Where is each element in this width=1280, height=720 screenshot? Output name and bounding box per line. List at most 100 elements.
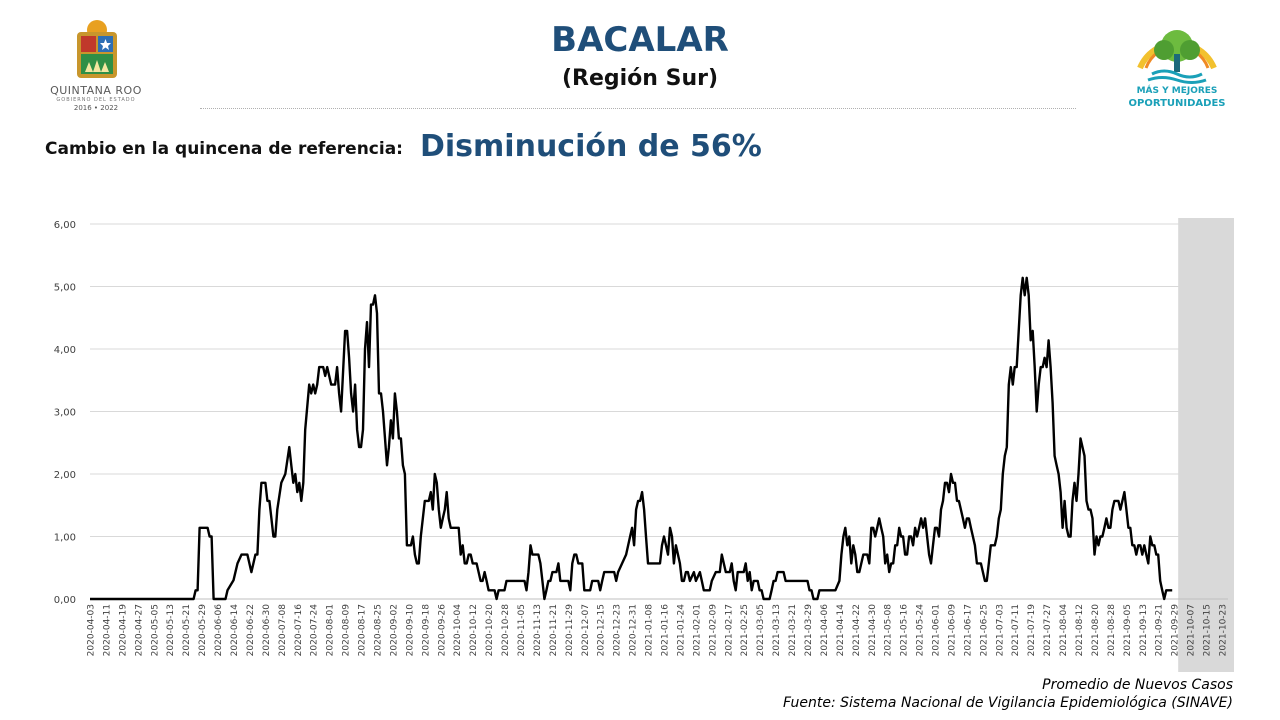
y-tick-label: 2,00 [54, 470, 76, 481]
highlight-band [1178, 218, 1234, 672]
x-tick-label: 2020-09-10 [405, 604, 415, 657]
x-tick-label: 2020-06-14 [230, 604, 240, 657]
x-tick-label: 2021-10-23 [1219, 604, 1229, 656]
x-tick-label: 2021-05-16 [900, 604, 910, 657]
x-axis: 2020-04-03 2020-04-11 2020-04-19 2020-04-27… [87, 604, 1229, 657]
x-tick-label: 2020-11-05 [517, 604, 527, 656]
x-tick-label: 2020-04-27 [134, 604, 144, 656]
oportunidades-logo: MÁS Y MEJORES OPORTUNIDADES [1118, 20, 1236, 115]
x-tick-label: 2020-06-22 [246, 604, 256, 656]
x-tick-label: 2021-03-13 [772, 604, 782, 656]
x-tick-label: 2020-06-30 [262, 604, 272, 657]
x-tick-label: 2021-07-19 [1027, 604, 1037, 657]
logo-line1: MÁS Y MEJORES [1136, 86, 1218, 96]
y-tick-label: 1,00 [54, 533, 76, 544]
x-tick-label: 2020-05-29 [198, 604, 208, 657]
x-tick-label: 2021-02-01 [692, 604, 702, 656]
x-tick-label: 2020-05-13 [166, 604, 176, 656]
x-tick-label: 2021-01-16 [661, 604, 671, 657]
x-tick-label: 2021-03-29 [804, 604, 814, 657]
logo-subtitle: GOBIERNO DEL ESTADO [56, 97, 136, 103]
x-tick-label: 2020-10-12 [469, 604, 479, 656]
x-tick-label: 2021-09-21 [1155, 604, 1165, 656]
x-tick-label: 2021-06-17 [963, 604, 973, 656]
gridlines [90, 223, 1228, 537]
x-tick-label: 2020-11-13 [533, 604, 543, 656]
x-tick-label: 2020-08-01 [326, 604, 336, 656]
x-tick-label: 2020-05-21 [182, 604, 192, 656]
logo-name: QUINTANA ROO [50, 84, 142, 97]
x-tick-label: 2020-07-24 [310, 604, 320, 657]
x-tick-label: 2021-08-28 [1107, 604, 1117, 657]
x-tick-label: 2021-07-27 [1043, 604, 1053, 656]
x-tick-label: 2021-08-12 [1075, 604, 1085, 656]
x-tick-label: 2020-06-06 [214, 604, 224, 657]
x-tick-label: 2020-08-25 [374, 604, 384, 656]
x-tick-label: 2021-07-11 [1011, 604, 1021, 656]
x-tick-label: 2020-12-31 [629, 604, 639, 656]
x-tick-label: 2021-04-22 [852, 604, 862, 656]
x-tick-label: 2020-11-21 [549, 604, 559, 656]
logo-years: 2016 • 2022 [73, 104, 119, 112]
y-tick-label: 6,00 [54, 220, 76, 231]
x-tick-label: 2020-11-29 [565, 604, 575, 657]
x-tick-label: 2021-03-05 [756, 604, 766, 656]
y-tick-label: 5,00 [54, 283, 76, 294]
footer-source: Fuente: Sistema Nacional de Vigilancia E… [783, 695, 1233, 711]
x-tick-label: 2020-10-28 [501, 604, 511, 657]
change-label: Cambio en la quincena de referencia: [45, 139, 403, 159]
x-tick-label: 2021-05-24 [916, 604, 926, 657]
y-axis: 0,00 1,00 2,00 3,00 4,00 5,00 6,00 [54, 220, 76, 606]
x-tick-label: 2021-04-06 [820, 604, 830, 657]
x-tick-label: 2021-07-03 [995, 604, 1005, 656]
x-tick-label: 2021-09-05 [1123, 604, 1133, 656]
x-tick-label: 2020-09-02 [389, 604, 399, 656]
logo-line2: OPORTUNIDADES [1128, 98, 1226, 109]
x-tick-label: 2021-06-01 [932, 604, 942, 656]
x-tick-label: 2021-03-21 [788, 604, 798, 656]
y-tick-label: 0,00 [54, 595, 76, 606]
x-tick-label: 2021-09-13 [1139, 604, 1149, 656]
x-tick-label: 2020-09-26 [437, 604, 447, 657]
x-tick-label: 2021-01-24 [676, 604, 686, 657]
x-tick-label: 2021-08-20 [1091, 604, 1101, 657]
x-tick-label: 2020-05-05 [150, 604, 160, 656]
x-tick-label: 2021-08-04 [1059, 604, 1069, 657]
x-tick-label: 2020-10-04 [453, 604, 463, 657]
x-tick-label: 2020-04-11 [102, 604, 112, 656]
x-tick-label: 2020-12-07 [581, 604, 591, 656]
x-tick-label: 2020-04-19 [118, 604, 128, 657]
header-divider [200, 108, 1076, 109]
series-line [90, 276, 1173, 601]
quintana-roo-logo: QUINTANA ROO GOBIERNO DEL ESTADO 2016 • … [40, 18, 152, 114]
page-title: BACALAR [551, 20, 729, 60]
x-tick-label: 2020-08-09 [342, 604, 352, 657]
footer-caption: Promedio de Nuevos Casos [1042, 677, 1233, 693]
x-tick-label: 2021-02-25 [740, 604, 750, 656]
tree-icon [1137, 30, 1217, 84]
x-tick-label: 2021-09-29 [1171, 604, 1181, 657]
x-tick-label: 2020-12-23 [613, 604, 623, 656]
y-tick-label: 4,00 [54, 345, 76, 356]
x-tick-label: 2021-04-30 [868, 604, 878, 657]
x-tick-label: 2021-01-08 [645, 604, 655, 657]
change-value: Disminución de 56% [420, 129, 762, 164]
x-tick-label: 2020-04-03 [87, 604, 97, 656]
x-tick-label: 2020-07-08 [278, 604, 288, 657]
x-tick-label: 2021-10-07 [1187, 604, 1197, 656]
x-tick-label: 2021-10-15 [1203, 604, 1213, 656]
x-tick-label: 2021-06-25 [979, 604, 989, 656]
x-tick-label: 2021-02-09 [708, 604, 718, 657]
x-tick-label: 2020-07-16 [294, 604, 304, 657]
crest-icon [77, 20, 117, 78]
x-tick-label: 2020-12-15 [597, 604, 607, 656]
x-tick-label: 2020-10-20 [485, 604, 495, 657]
x-tick-label: 2021-06-09 [948, 604, 958, 657]
x-tick-label: 2021-04-14 [836, 604, 846, 657]
x-tick-label: 2021-05-08 [884, 604, 894, 657]
line-chart: 0,001,002,003,004,005,006,00 2020-04-03 2… [54, 218, 1234, 672]
x-tick-label: 2021-02-17 [724, 604, 734, 656]
x-tick-label: 2020-09-18 [421, 604, 431, 657]
page-subtitle: (Región Sur) [561, 66, 719, 91]
y-tick-label: 3,00 [54, 408, 76, 419]
